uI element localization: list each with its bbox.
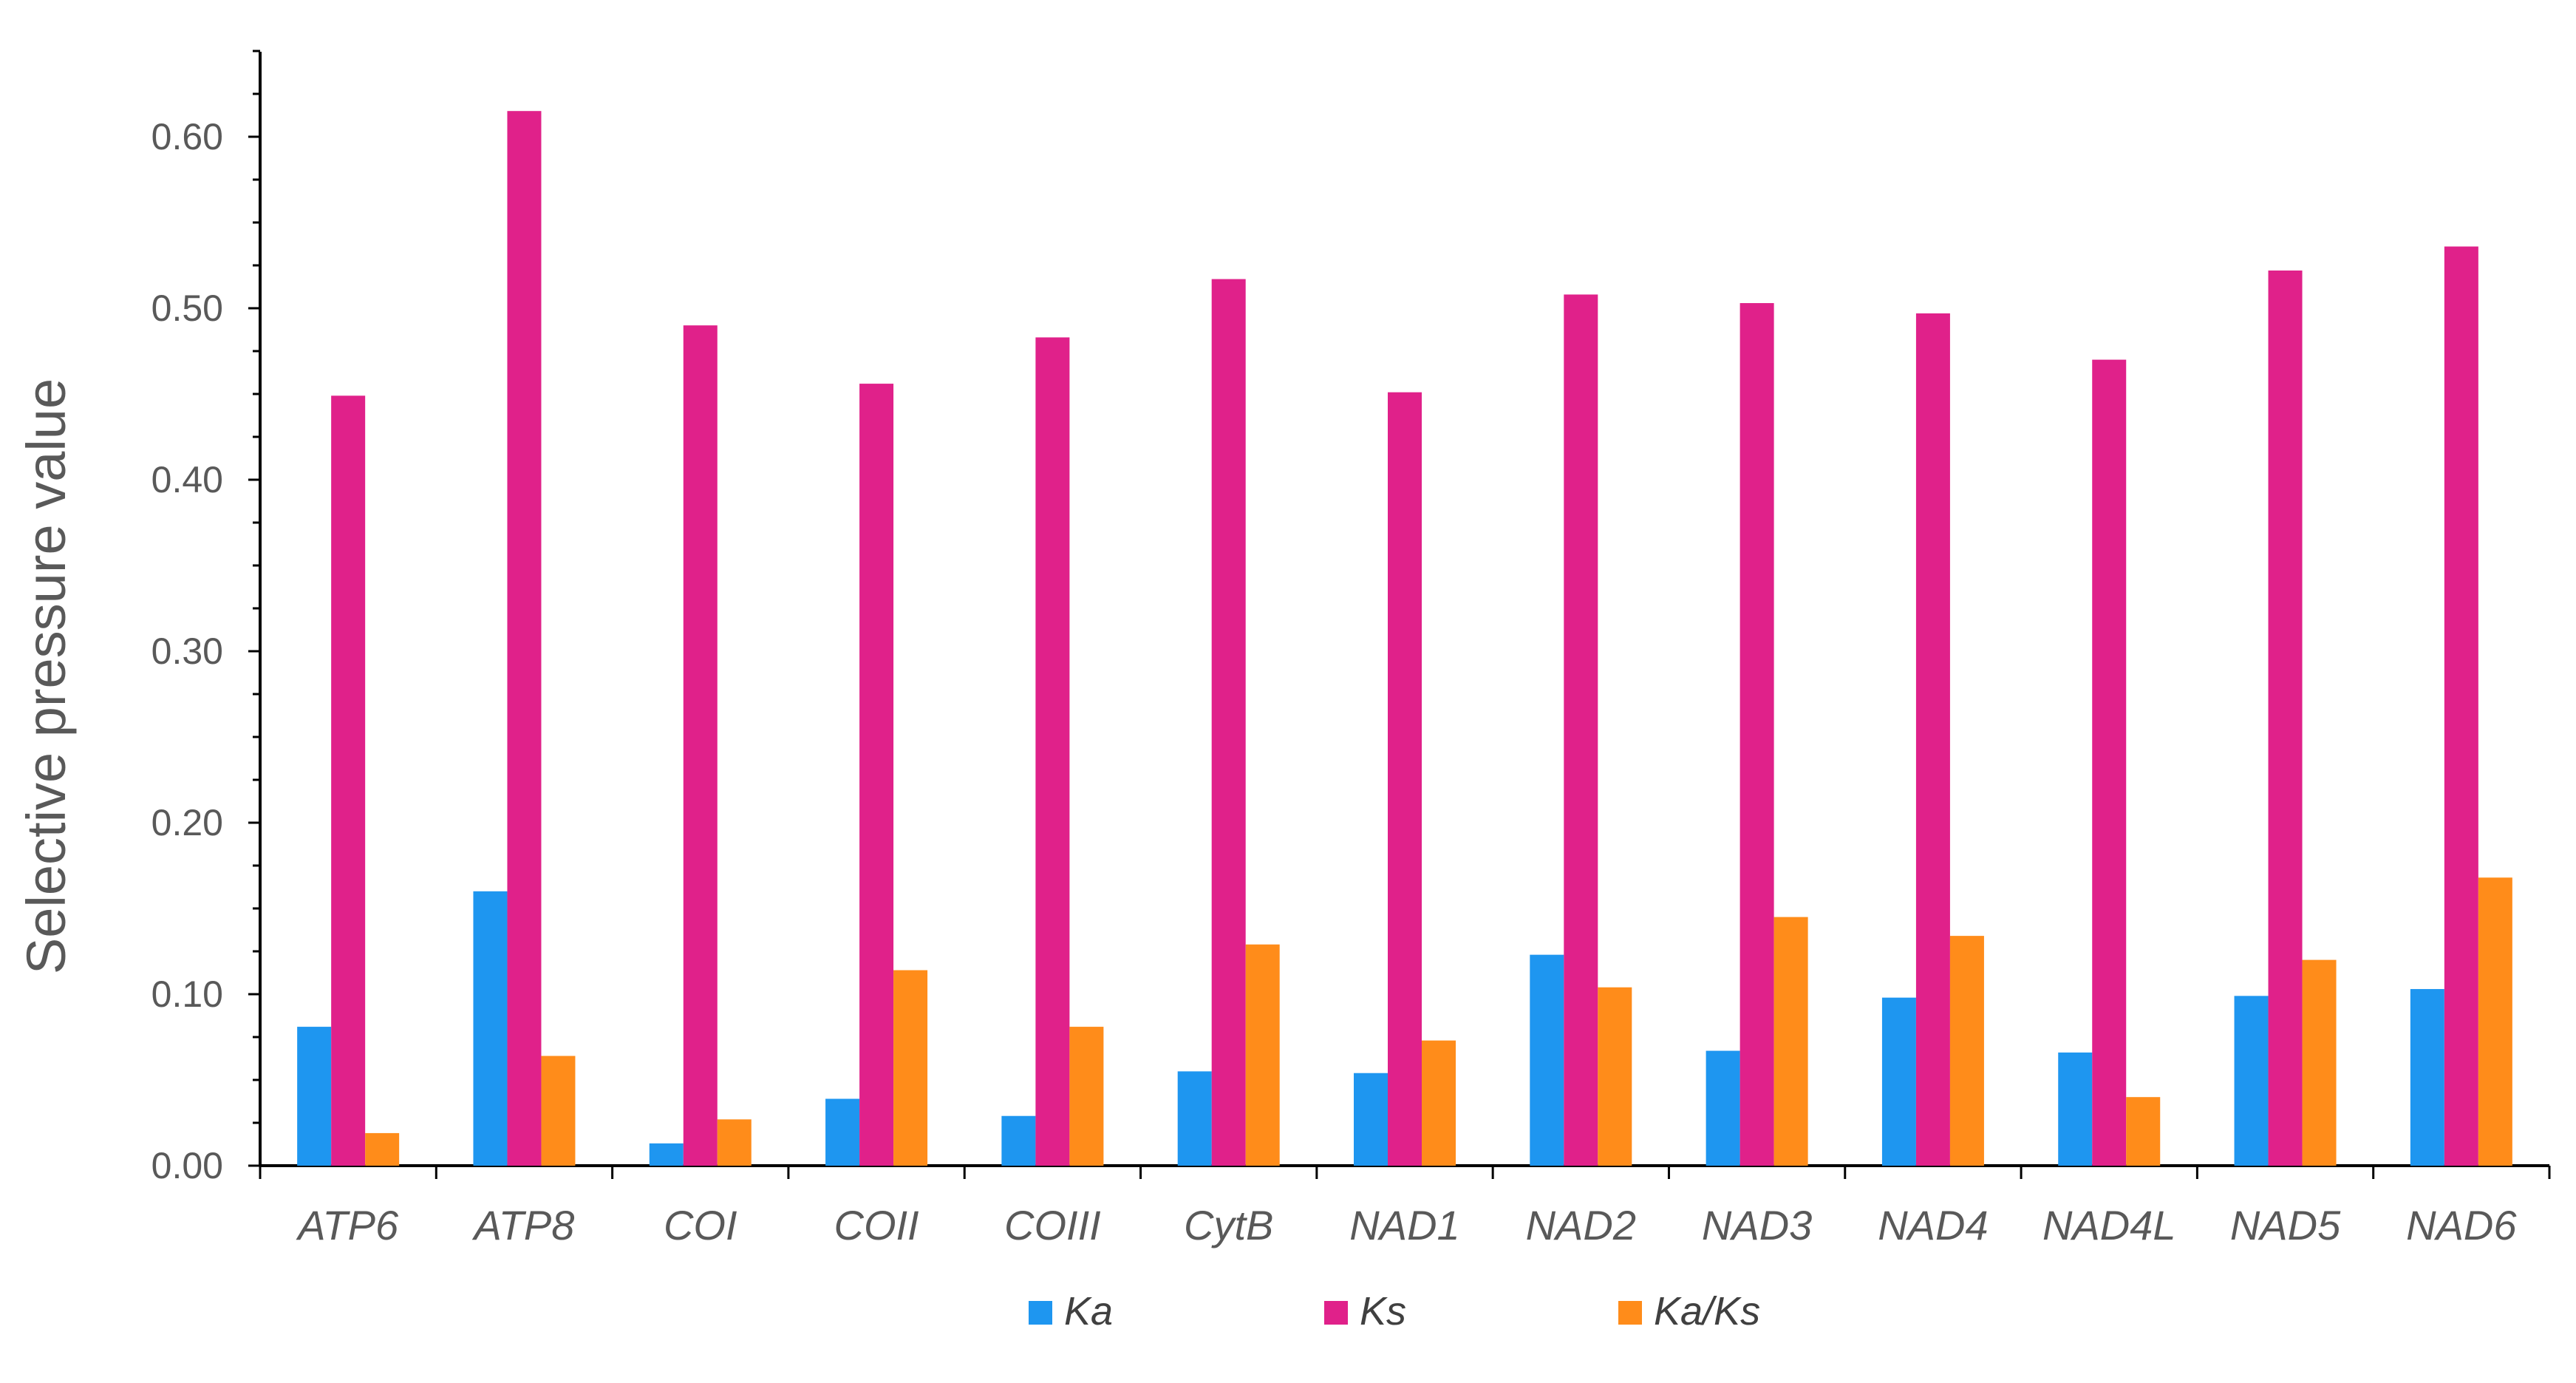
bar-ka-ks-nad1 [1422,1040,1456,1166]
bar-ka-coi [649,1143,684,1166]
bar-ks-cytb [1211,279,1246,1166]
legend-swatch [1029,1301,1052,1325]
bar-ks-nad2 [1564,294,1598,1166]
y-tick-label: 0.20 [151,802,223,843]
x-category-label: ATP8 [472,1202,575,1248]
y-tick-label: 0.40 [151,459,223,500]
bar-ka-nad1 [1354,1073,1388,1166]
x-category-label: NAD1 [1349,1202,1459,1248]
bar-ka-nad4l [2058,1052,2093,1166]
bar-ks-coi [683,325,718,1166]
bar-ka-ks-nad3 [1773,917,1808,1166]
bar-ks-atp6 [331,395,366,1166]
legend: Ka Ks Ka/Ks [1029,1289,1760,1333]
bar-ka-nad3 [1706,1050,1740,1166]
bar-ka-ks-nad2 [1598,987,1632,1166]
bar-ka-nad4 [1881,997,1916,1166]
bar-ka-ks-atp8 [541,1056,576,1166]
x-category-label: COI [664,1202,737,1248]
bar-ka-ks-nad4 [1949,936,1984,1166]
bar-ka-ks-nad4l [2126,1097,2161,1166]
legend-label: Ka/Ks [1654,1289,1760,1333]
bar-ks-nad4l [2092,359,2127,1166]
x-category-label: COII [834,1202,919,1248]
x-category-label: NAD2 [1526,1202,1636,1248]
x-category-label: NAD5 [2230,1202,2341,1248]
bar-ka-nad2 [1530,954,1564,1166]
bar-ka-nad6 [2410,989,2444,1166]
bar-ka-ks-nad6 [2478,877,2512,1166]
y-axis: 0.00 0.10 0.20 0.30 0.40 0.50 0.60 [151,50,262,1186]
bar-ka-ks-coi [717,1119,752,1166]
x-category-label: NAD4 [1878,1202,1988,1248]
bar-ka-coiii [1001,1115,1036,1166]
bar-ka-ks-cytb [1245,944,1280,1166]
x-axis: ATP6 ATP8 COI COII COIII CytB NAD1 NAD2 NAD3 NAD4… [259,1164,2551,1248]
y-tick-label: 0.10 [151,973,223,1015]
x-category-label: COIII [1004,1202,1101,1248]
y-tick-label: 0.60 [151,116,223,157]
bar-ks-nad4 [1915,313,1950,1166]
bar-ka-atp8 [473,891,508,1166]
bar-ka-atp6 [297,1027,332,1166]
legend-label: Ka [1064,1289,1113,1333]
bar-ks-atp8 [507,111,542,1166]
x-category-label: NAD4L [2042,1202,2176,1248]
bar-ka-cytb [1177,1071,1212,1166]
bar-ks-nad3 [1740,303,1774,1166]
bar-ks-nad1 [1388,392,1422,1166]
x-category-label: NAD3 [1702,1202,1812,1248]
x-category-label: NAD6 [2406,1202,2517,1248]
bar-ks-coii [859,384,894,1166]
legend-swatch [1618,1301,1642,1325]
bar-ka-ks-nad5 [2302,959,2337,1166]
y-tick-label: 0.30 [151,631,223,672]
y-tick-label: 0.50 [151,288,223,329]
bar-ka-ks-atp6 [365,1132,400,1166]
legend-label: Ks [1360,1289,1406,1333]
bar-ka-nad5 [2234,996,2269,1166]
y-axis-title: Selective pressure value [16,378,77,974]
bar-ka-coii [825,1098,860,1166]
bar-ka-ks-coii [893,970,928,1166]
y-tick-label: 0.00 [151,1145,223,1186]
bar-ks-coiii [1035,337,1070,1166]
bar-ks-nad6 [2444,246,2478,1166]
legend-swatch [1324,1301,1348,1325]
bar-ka-ks-coiii [1069,1027,1104,1166]
x-category-label: CytB [1184,1202,1273,1248]
bar-ks-nad5 [2268,270,2303,1166]
x-category-label: ATP6 [296,1202,399,1248]
bars-group [297,111,2512,1166]
